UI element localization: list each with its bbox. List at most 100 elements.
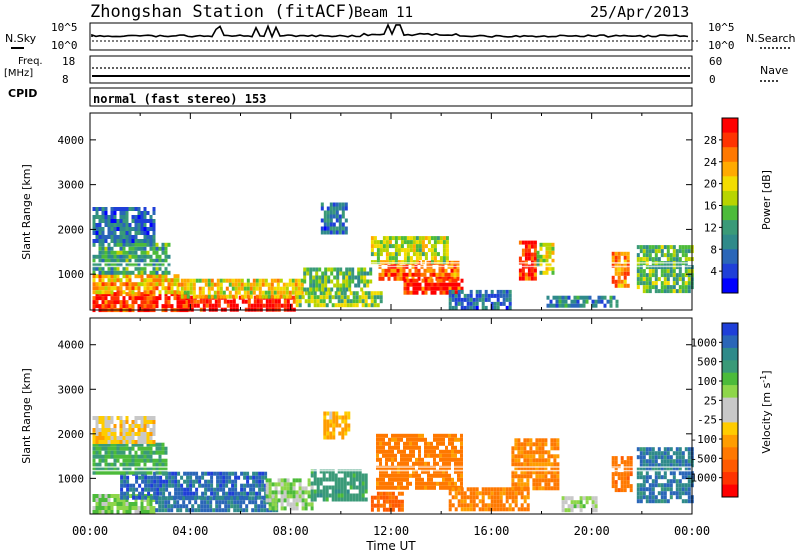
velocity-cell [280, 490, 284, 495]
power-cell [406, 236, 410, 241]
power-cell [208, 299, 212, 304]
power-cell [134, 300, 138, 305]
power-cell [675, 249, 679, 254]
velocity-cell [128, 506, 132, 510]
velocity-cell [95, 454, 99, 459]
power-cell [164, 300, 168, 305]
power-cell [185, 304, 189, 309]
power-cell [648, 269, 652, 274]
velocity-cell [538, 482, 542, 487]
power-cell [98, 286, 102, 291]
power-cell [318, 267, 322, 272]
power-cell [361, 303, 365, 308]
velocity-cell [343, 473, 347, 478]
power-cell [426, 268, 430, 273]
power-cell [113, 211, 117, 215]
power-cell [143, 290, 147, 295]
power-cell [295, 291, 299, 296]
velocity-cell [341, 431, 345, 436]
velocity-cell [168, 475, 172, 480]
velocity-cell [132, 487, 136, 492]
power-cell [373, 240, 377, 245]
velocity-cell [556, 486, 560, 491]
power-cell [116, 239, 120, 243]
velocity-cell [161, 470, 165, 475]
freq-tick-bottom: 8 [62, 73, 69, 86]
velocity-cell [379, 481, 382, 486]
velocity-cell [648, 475, 652, 480]
velocity-cell [391, 469, 394, 474]
velocity-cell [427, 469, 430, 474]
velocity-cell [258, 475, 262, 480]
velocity-y-label: Slant Range [km] [20, 368, 33, 464]
velocity-cell [215, 500, 219, 505]
power-cell [450, 272, 454, 277]
velocity-cell [523, 499, 527, 504]
power-cell [110, 296, 114, 301]
power-cell [530, 244, 534, 249]
power-cell [338, 222, 342, 227]
velocity-cell [343, 489, 347, 494]
velocity-cell [332, 427, 336, 432]
power-cell [636, 253, 640, 258]
power-cell [146, 239, 150, 243]
velocity-cell [107, 446, 111, 451]
power-cell [388, 244, 392, 249]
power-cell [216, 278, 220, 283]
power-cell [626, 251, 630, 256]
velocity-cell [418, 473, 421, 478]
power-cell [343, 303, 347, 308]
power-cell [551, 270, 555, 275]
velocity-cell [645, 459, 649, 464]
power-cell [427, 278, 431, 283]
power-cell [104, 274, 108, 279]
velocity-cell [442, 461, 445, 466]
velocity-cell [301, 494, 305, 499]
power-cell [101, 282, 105, 287]
power-cell [137, 219, 141, 223]
velocity-cell [125, 466, 129, 471]
nave-tick-bottom: 0 [709, 73, 716, 86]
power-cell [217, 299, 221, 304]
velocity-cell [394, 441, 397, 446]
velocity-cell [201, 475, 205, 480]
power-cell [333, 283, 337, 288]
power-cell [265, 303, 269, 308]
velocity-cell [388, 491, 392, 496]
velocity-cell [119, 436, 123, 440]
power-cell [98, 266, 102, 271]
velocity-cell [147, 483, 151, 488]
velocity-cell [183, 471, 187, 476]
velocity-cell [140, 470, 144, 475]
velocity-cell [307, 494, 311, 499]
power-cell [264, 278, 268, 283]
velocity-cell [159, 483, 163, 488]
velocity-cell [152, 420, 156, 424]
velocity-cell [409, 481, 412, 486]
velocity-cell [421, 433, 424, 438]
power-cell [391, 252, 395, 257]
velocity-cell [245, 508, 249, 513]
velocity-cell [116, 510, 120, 514]
velocity-cell [648, 455, 652, 460]
power-cell [318, 275, 322, 280]
velocity-cell [122, 462, 126, 467]
power-cell [415, 244, 419, 249]
velocity-cell [376, 499, 380, 504]
velocity-cell [149, 428, 153, 432]
velocity-cell [639, 459, 643, 464]
power-cell [527, 240, 531, 245]
power-cell [415, 256, 419, 261]
velocity-cell [511, 482, 515, 487]
velocity-cell [636, 491, 640, 496]
power-cell [687, 257, 691, 262]
power-cell [675, 289, 679, 294]
power-cell [687, 289, 691, 294]
power-cell [415, 248, 419, 253]
velocity-cell [107, 424, 111, 428]
velocity-cell [451, 495, 455, 500]
velocity-cell [149, 454, 153, 459]
velocity-cell [260, 504, 264, 509]
power-cell [545, 262, 549, 267]
power-cell [107, 258, 111, 263]
